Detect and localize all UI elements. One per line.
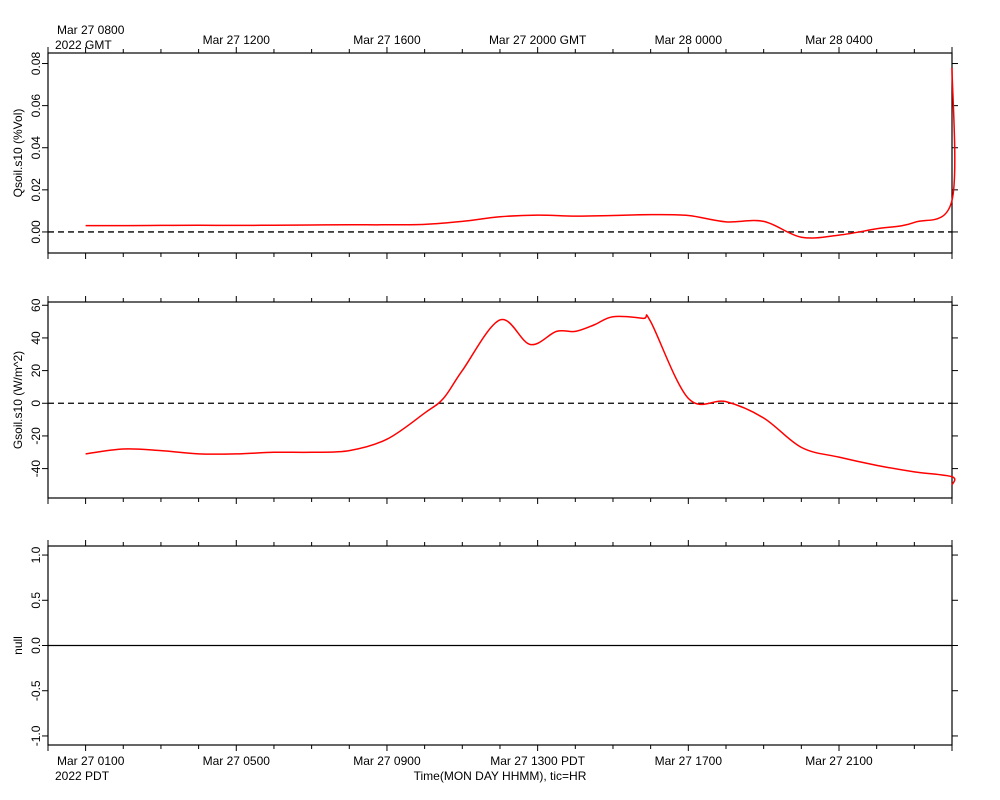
panel-1: 0.00 0.02 0.04 0.06 0.08 Qsoil.s10 (%Vol): [11, 47, 958, 259]
panel-frame: [47, 301, 953, 499]
y-tick-label: 0.06: [29, 94, 43, 118]
y-tick-label: 0.00: [29, 220, 43, 244]
bottom-axis-label: Mar 27 0900: [353, 754, 421, 768]
y-tick-label: 20: [29, 364, 43, 378]
y-tick-label: 0.04: [29, 136, 43, 160]
bottom-axis-label: Mar 27 1300 PDT: [490, 754, 585, 768]
bottom-axis-labels: Mar 27 0500 Mar 27 0900 Mar 27 1300 PDT Mar…: [203, 754, 873, 768]
top-axis-label: Mar 27 2000 GMT: [489, 33, 587, 47]
y-tick-label: -1.0: [29, 725, 43, 746]
bottom-axis-label: Mar 27 0500: [203, 754, 271, 768]
bottom-axis-first-label-line1: Mar 27 0100: [57, 754, 125, 768]
y-tick-label: 0: [29, 400, 43, 407]
y-tick-label: 60: [29, 298, 43, 312]
y-axis-title: Gsoil.s10 (W/m^2): [11, 351, 25, 449]
top-axis-first-label-line1: Mar 27 0800: [57, 23, 125, 37]
top-axis-label: Mar 27 1600: [353, 33, 421, 47]
top-axis-first-label-line2: 2022 GMT: [55, 38, 112, 52]
bottom-axis-first-label-line2: 2022 PDT: [55, 769, 110, 783]
bottom-axis-label: Mar 27 2100: [805, 754, 873, 768]
panel-frame: [47, 52, 953, 254]
panel-3: 1.0 0.5 0.0 -0.5 -1.0 null: [11, 540, 958, 751]
y-tick-label: 0.5: [29, 592, 43, 609]
y-tick-label: -20: [29, 427, 43, 445]
bottom-axis-label: Mar 27 1700: [655, 754, 723, 768]
y-tick-label: -40: [29, 460, 43, 478]
x-axis-title: Time(MON DAY HHMM), tic=HR: [414, 769, 587, 783]
y-tick-label: 40: [29, 331, 43, 345]
top-axis-label: Mar 27 1200: [203, 33, 271, 47]
top-axis-label: Mar 28 0400: [805, 33, 873, 47]
y-tick-label: 1.0: [29, 546, 43, 563]
series-line: [85, 314, 956, 486]
y-axis-title: Qsoil.s10 (%Vol): [11, 109, 25, 198]
y-axis-title: null: [11, 636, 25, 655]
top-axis-labels: Mar 27 1200 Mar 27 1600 Mar 27 2000 GMT Mar…: [203, 33, 873, 47]
y-tick-label: 0.08: [29, 52, 43, 76]
top-axis-label: Mar 28 0000: [655, 33, 723, 47]
y-tick-label: 0.02: [29, 178, 43, 202]
y-tick-label: -0.5: [29, 680, 43, 701]
y-tick-label: 0.0: [29, 637, 43, 654]
series-line: [85, 67, 956, 239]
panel-2: 60 40 20 0 -20 -40 Gsoil.s10 (W/m^2): [11, 296, 958, 504]
